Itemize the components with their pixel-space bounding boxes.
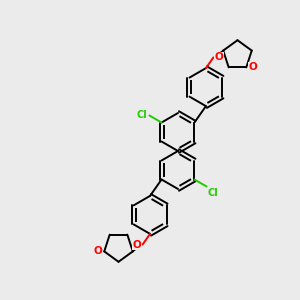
Text: Cl: Cl <box>208 188 218 199</box>
Text: O: O <box>248 62 257 72</box>
Text: O: O <box>133 239 142 250</box>
Text: O: O <box>94 246 102 256</box>
Polygon shape <box>214 51 223 59</box>
Text: Cl: Cl <box>137 110 147 121</box>
Polygon shape <box>133 243 141 251</box>
Text: O: O <box>214 52 223 62</box>
